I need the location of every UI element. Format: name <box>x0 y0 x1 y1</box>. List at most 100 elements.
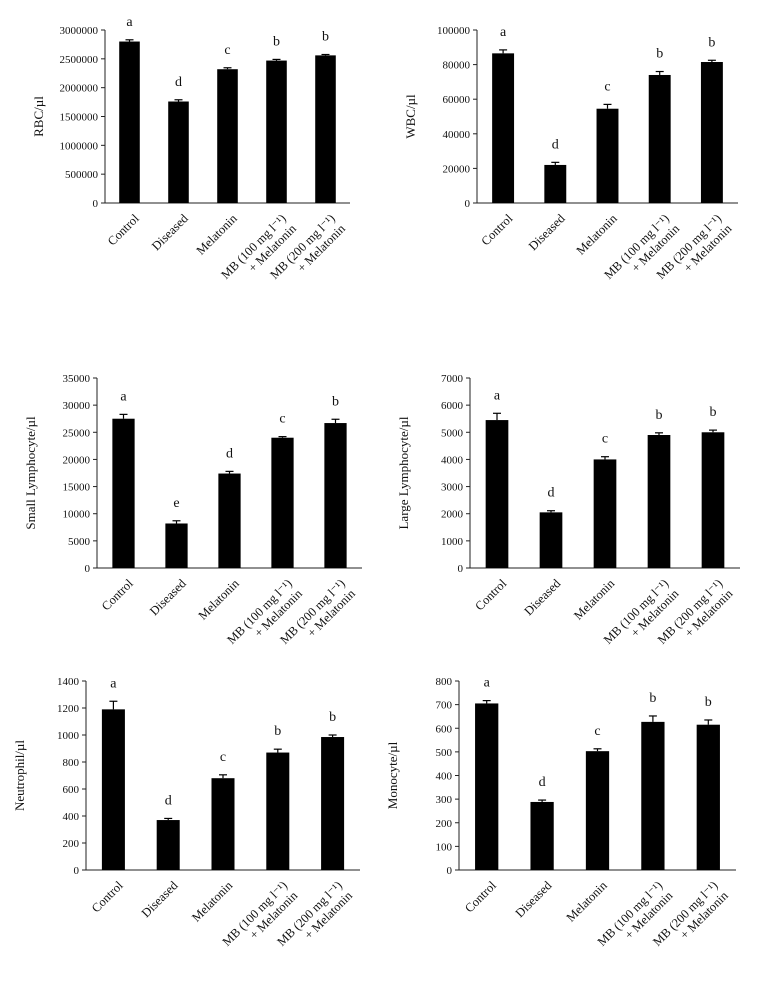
bar <box>266 752 290 870</box>
y-tick-label: 5000 <box>68 536 91 548</box>
y-tick-label: 3000000 <box>60 25 99 37</box>
category-label: Melatonin <box>571 576 618 623</box>
bar <box>165 523 188 568</box>
significance-letter: c <box>220 750 226 765</box>
significance-letter: a <box>484 676 491 691</box>
y-axis-title: WBC/µl <box>403 94 418 139</box>
category-label: Diseased <box>149 211 191 253</box>
y-tick-label: 1000000 <box>60 140 99 152</box>
y-tick-label: 80000 <box>443 60 471 72</box>
y-tick-label: 2000000 <box>60 83 99 95</box>
y-tick-label: 500000 <box>65 169 99 181</box>
y-axis-title: Small Lymphocyte/µl <box>23 416 38 530</box>
category-label: Melatonin <box>564 878 611 925</box>
significance-letter: c <box>279 412 285 427</box>
bar <box>271 437 294 568</box>
category-label: Control <box>99 576 136 613</box>
y-tick-label: 0 <box>74 865 80 877</box>
category-label: Control <box>89 878 126 915</box>
category-label: Diseased <box>513 878 555 920</box>
category-label-line: Diseased <box>513 878 555 920</box>
category-label-line: Control <box>462 878 499 915</box>
y-tick-label: 200 <box>436 818 453 830</box>
bar <box>492 53 515 204</box>
chart-panel: 0 100 200 300 400 500 600 700 800 Monocyte/µl a Con… <box>385 676 736 949</box>
y-tick-label: 100000 <box>437 25 471 37</box>
bar <box>112 418 135 568</box>
y-tick-label: 1400 <box>57 676 80 688</box>
y-tick-label: 600 <box>63 784 80 796</box>
bar <box>475 703 499 870</box>
significance-letter: d <box>539 775 546 790</box>
category-label: Diseased <box>139 878 181 920</box>
significance-letter: d <box>552 137 559 152</box>
bar <box>119 41 140 204</box>
bar <box>700 62 723 203</box>
y-tick-label: 100 <box>436 841 453 853</box>
y-tick-label: 1200 <box>57 703 80 715</box>
bar <box>593 459 617 568</box>
y-tick-label: 4000 <box>441 454 464 466</box>
category-label-line: Control <box>105 211 142 248</box>
y-tick-label: 700 <box>436 700 453 712</box>
bar <box>217 69 238 203</box>
bar <box>324 423 347 568</box>
y-tick-label: 2000 <box>441 509 464 521</box>
significance-letter: a <box>500 25 507 40</box>
y-axis-title: Monocyte/µl <box>385 741 400 809</box>
significance-letter: b <box>274 724 281 739</box>
y-tick-label: 200 <box>63 838 80 850</box>
bar <box>218 473 241 568</box>
y-tick-label: 35000 <box>63 373 91 385</box>
y-tick-label: 5000 <box>441 427 464 439</box>
significance-letter: b <box>708 35 715 50</box>
category-label: Melatonin <box>194 211 241 258</box>
category-label-line: Control <box>99 576 136 613</box>
category-label: Melatonin <box>189 878 236 925</box>
significance-letter: c <box>224 43 230 58</box>
y-tick-label: 15000 <box>63 482 91 494</box>
bar <box>211 778 235 870</box>
chart-panel: 0 500000 1000000 1500000 2000000 2500000 30000… <box>31 15 350 282</box>
category-label-line: Melatonin <box>574 211 621 258</box>
bar <box>266 60 287 204</box>
category-label-line: Diseased <box>139 878 181 920</box>
y-tick-label: 20000 <box>443 163 471 175</box>
significance-letter: a <box>110 676 117 691</box>
bar <box>544 164 567 203</box>
category-label-line: Control <box>478 211 515 248</box>
significance-letter: a <box>494 388 501 403</box>
category-label: Melatonin <box>574 211 621 258</box>
category-label-line: Control <box>89 878 126 915</box>
y-tick-label: 800 <box>63 757 80 769</box>
y-tick-label: 0 <box>465 198 471 210</box>
significance-letter: b <box>656 408 663 423</box>
bar <box>539 512 563 568</box>
y-tick-label: 25000 <box>63 427 91 439</box>
significance-letter: b <box>710 405 717 420</box>
y-tick-label: 500 <box>436 747 453 759</box>
significance-letter: c <box>594 724 600 739</box>
chart-panel: 0 1000 2000 3000 4000 5000 6000 7000 Large Lymph… <box>396 373 740 647</box>
y-axis-title: Large Lymphocyte/µl <box>396 416 411 529</box>
y-tick-label: 60000 <box>443 94 471 106</box>
y-tick-label: 0 <box>447 865 453 877</box>
significance-letter: b <box>649 691 656 706</box>
y-tick-label: 1000 <box>57 730 80 742</box>
y-tick-label: 20000 <box>63 454 91 466</box>
category-label: Control <box>105 211 142 248</box>
bar <box>641 721 665 870</box>
bar <box>596 108 619 203</box>
y-tick-label: 3000 <box>441 482 464 494</box>
y-tick-label: 7000 <box>441 373 464 385</box>
bar <box>701 432 725 568</box>
category-label-line: Melatonin <box>571 576 618 623</box>
category-label-line: Melatonin <box>189 878 236 925</box>
significance-letter: a <box>126 15 133 30</box>
significance-letter: b <box>656 47 663 62</box>
y-tick-label: 0 <box>93 198 99 210</box>
y-tick-label: 2500000 <box>60 54 99 66</box>
significance-letter: b <box>273 34 280 49</box>
category-label-line: Control <box>472 576 509 613</box>
